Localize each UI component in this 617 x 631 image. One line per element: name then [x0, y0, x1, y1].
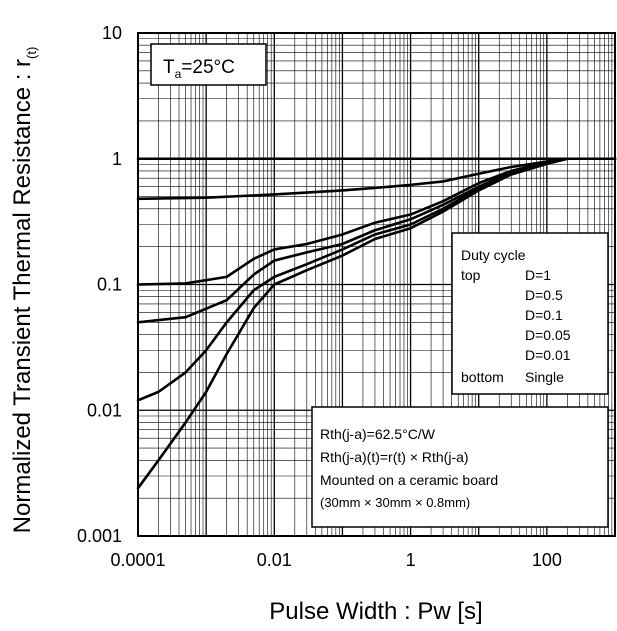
info-box: Rth(j-a)=62.5°C/W Rth(j-a)(t)=r(t) × Rth…: [311, 406, 609, 528]
y-axis-title-main: Normalized Transient Thermal Resistance …: [9, 59, 36, 533]
legend-entry: D=1: [525, 267, 551, 283]
x-tick-label: 0.01: [257, 550, 292, 570]
x-tick-labels: 0.0001 0.01 1 100: [110, 550, 561, 570]
legend-bottom-label: bottom: [461, 369, 504, 385]
y-tick-label: 10: [102, 23, 122, 43]
y-axis-title-sub: (t): [24, 47, 39, 59]
legend-box: Duty cycle top D=1 D=0.5 D=0.1 D=0.05 D=…: [451, 232, 609, 395]
plot-frame: [137, 32, 616, 537]
y-tick-label: 1: [112, 149, 122, 169]
condition-box: Ta=25°C: [150, 43, 267, 86]
info-line: (30mm × 30mm × 0.8mm): [320, 495, 470, 510]
y-tick-labels: 10 1 0.1 0.01 0.001: [77, 23, 122, 546]
condition-value: =25°C: [181, 57, 235, 78]
legend-entry: D=0.5: [525, 287, 563, 303]
legend-entry: D=0.01: [525, 347, 571, 363]
y-tick-label: 0.1: [97, 275, 122, 295]
y-axis-title: Normalized Transient Thermal Resistance …: [9, 47, 39, 534]
legend-entry: D=0.1: [525, 307, 563, 323]
x-tick-label: 0.0001: [110, 550, 165, 570]
condition-subscript: a: [175, 67, 182, 81]
legend-entry: Single: [525, 369, 564, 385]
svg-text:Ta=25°C: Ta=25°C: [163, 57, 235, 81]
series-line-6: [136, 157, 617, 490]
info-line: Rth(j-a)=62.5°C/W: [320, 426, 436, 442]
y-tick-label: 0.01: [87, 400, 122, 420]
condition-symbol: T: [163, 57, 175, 78]
x-tick-label: 100: [532, 550, 562, 570]
info-line: Rth(j-a)(t)=r(t) × Rth(j-a): [320, 449, 469, 465]
series-group: [136, 157, 617, 490]
legend-top-label: top: [461, 267, 481, 283]
x-axis-title: Pulse Width : Pw [s]: [269, 598, 482, 625]
info-line: Mounted on a ceramic board: [320, 472, 498, 488]
y-tick-label: 0.001: [77, 526, 122, 546]
legend-entry: D=0.05: [525, 327, 571, 343]
legend-title: Duty cycle: [461, 247, 526, 263]
x-tick-label: 1: [406, 550, 416, 570]
